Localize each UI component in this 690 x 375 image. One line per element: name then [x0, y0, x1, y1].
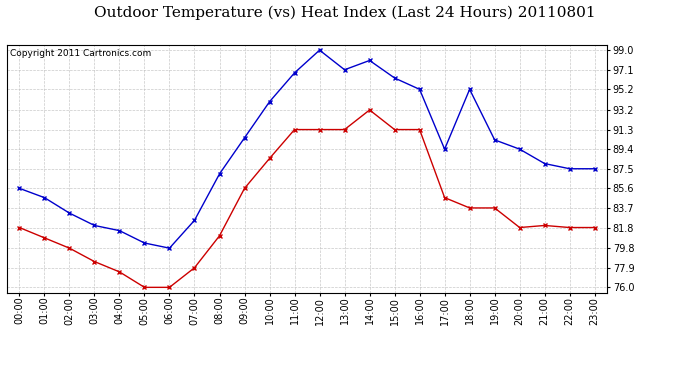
Text: Copyright 2011 Cartronics.com: Copyright 2011 Cartronics.com [10, 49, 151, 58]
Text: Outdoor Temperature (vs) Heat Index (Last 24 Hours) 20110801: Outdoor Temperature (vs) Heat Index (Las… [95, 6, 595, 20]
